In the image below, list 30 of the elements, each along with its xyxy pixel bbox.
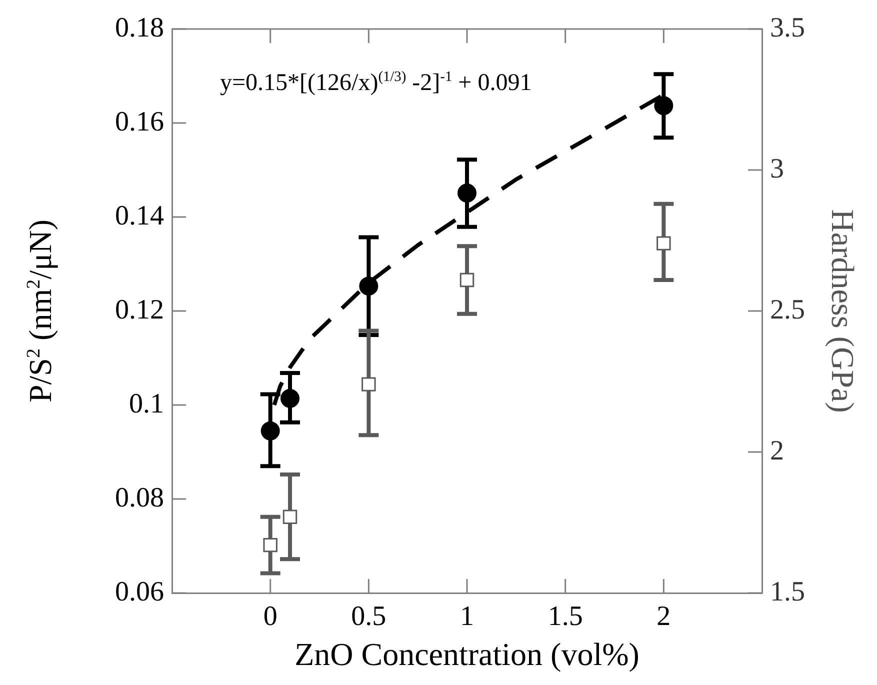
y-tick-label: 0.18 xyxy=(115,12,164,44)
point xyxy=(458,184,476,203)
x-axis-title: ZnO Concentration (vol%) xyxy=(294,636,640,672)
y-tick-label: 0.16 xyxy=(115,106,164,138)
point xyxy=(260,421,280,440)
y2-tick-label: 2 xyxy=(770,435,784,466)
annotation: y=0.15*[(126/x)$^{(1/3)}$ -2]$^{-1}$ + 0.091 xyxy=(220,69,532,96)
y2-tick-label: 3 xyxy=(770,153,784,184)
y2-tick-label: 1.5 xyxy=(770,576,805,608)
y2-tick-label: 2.5 xyxy=(770,294,805,326)
y2-tick-label: 3.5 xyxy=(770,12,805,44)
y-tick-label: 0.12 xyxy=(115,294,164,326)
x-tick-label: 1 xyxy=(460,601,474,632)
point xyxy=(656,236,671,250)
y-tick-label: 0.14 xyxy=(115,200,164,232)
point xyxy=(282,510,298,524)
point xyxy=(263,538,278,552)
y-tick-label: 0.08 xyxy=(115,482,164,514)
x-tick-label: 0 xyxy=(263,601,278,632)
y-tick-label: 0.1 xyxy=(129,388,164,420)
point xyxy=(280,388,300,408)
point xyxy=(460,272,474,288)
y2-axis-title: Hardness (GPa) xyxy=(825,209,861,413)
point xyxy=(362,377,376,392)
x-tick-label: 1.5 xyxy=(548,601,583,632)
y-tick-label: 0.06 xyxy=(115,576,164,608)
x-tick-label: 2 xyxy=(656,601,671,632)
point xyxy=(654,96,674,116)
x-tick-label: 0.5 xyxy=(351,601,386,632)
point xyxy=(359,276,378,296)
